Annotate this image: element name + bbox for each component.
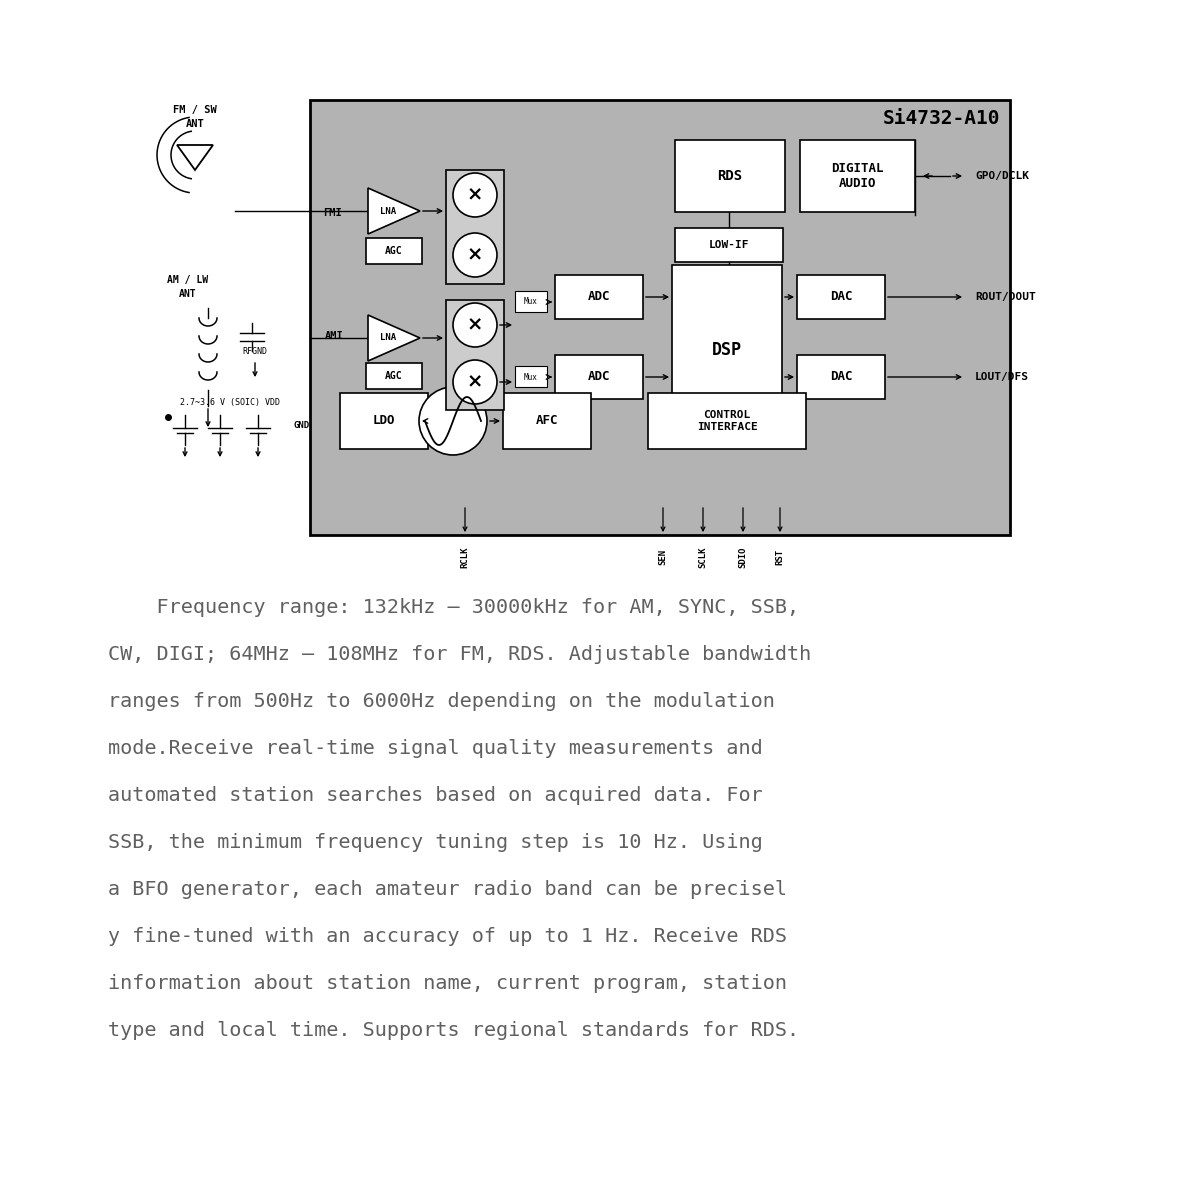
Text: ×: ×: [467, 186, 484, 204]
Polygon shape: [368, 314, 420, 361]
Text: LNA: LNA: [379, 334, 396, 342]
Text: 2.7~3.6 V (SOIC) VDD: 2.7~3.6 V (SOIC) VDD: [180, 398, 280, 408]
Text: AGC: AGC: [385, 371, 403, 382]
Text: Mux: Mux: [524, 372, 538, 382]
Text: RDS: RDS: [718, 169, 743, 182]
Text: ADC: ADC: [588, 371, 611, 384]
Text: ranges from 500Hz to 6000Hz depending on the modulation: ranges from 500Hz to 6000Hz depending on…: [108, 692, 775, 710]
Text: automated station searches based on acquired data. For: automated station searches based on acqu…: [108, 786, 763, 805]
Text: type and local time. Supports regional standards for RDS.: type and local time. Supports regional s…: [108, 1021, 799, 1040]
Text: ANT: ANT: [179, 289, 197, 299]
Bar: [674, 228, 784, 262]
Bar: [648, 392, 806, 449]
Text: LOUT/DFS: LOUT/DFS: [974, 372, 1030, 382]
Text: ×: ×: [467, 246, 484, 264]
Text: ADC: ADC: [588, 290, 611, 304]
Text: CONTROL
INTERFACE: CONTROL INTERFACE: [697, 410, 757, 432]
Text: LDO: LDO: [373, 414, 395, 427]
Text: DAC: DAC: [829, 371, 852, 384]
Text: AFC: AFC: [535, 414, 558, 427]
Bar: [800, 140, 916, 212]
Text: ×: ×: [467, 316, 484, 335]
Bar: [446, 170, 504, 284]
Text: FM / SW: FM / SW: [173, 104, 217, 115]
Text: RST: RST: [775, 548, 785, 565]
Text: AM / LW: AM / LW: [168, 275, 209, 284]
Text: Frequency range: 132kHz – 30000kHz for AM, SYNC, SSB,: Frequency range: 132kHz – 30000kHz for A…: [108, 598, 799, 617]
Bar: [554, 355, 643, 398]
Text: AMI: AMI: [325, 331, 343, 341]
Bar: [672, 265, 782, 434]
Bar: [366, 362, 422, 389]
Text: AGC: AGC: [385, 246, 403, 256]
Bar: [515, 290, 547, 312]
Text: GND: GND: [293, 421, 310, 431]
Text: DSP: DSP: [712, 341, 742, 359]
Text: LNA: LNA: [379, 206, 396, 216]
Text: ×: ×: [467, 372, 484, 391]
Text: CW, DIGI; 64MHz – 108MHz for FM, RDS. Adjustable bandwidth: CW, DIGI; 64MHz – 108MHz for FM, RDS. Ad…: [108, 646, 811, 664]
Bar: [340, 392, 428, 449]
Text: SEN: SEN: [659, 548, 667, 565]
Bar: [446, 300, 504, 410]
Text: RFGND: RFGND: [242, 348, 268, 356]
Bar: [674, 140, 785, 212]
Circle shape: [454, 173, 497, 217]
Text: mode.Receive real-time signal quality measurements and: mode.Receive real-time signal quality me…: [108, 739, 763, 758]
Text: DIGITAL
AUDIO: DIGITAL AUDIO: [832, 162, 883, 190]
Text: y fine-tuned with an accuracy of up to 1 Hz. Receive RDS: y fine-tuned with an accuracy of up to 1…: [108, 926, 787, 946]
Bar: [515, 366, 547, 386]
Text: LOW-IF: LOW-IF: [709, 240, 749, 250]
Text: DAC: DAC: [829, 290, 852, 304]
Circle shape: [454, 360, 497, 404]
Text: SCLK: SCLK: [698, 546, 708, 568]
Text: ROUT/DOUT: ROUT/DOUT: [974, 292, 1036, 302]
Text: a BFO generator, each amateur radio band can be precisel: a BFO generator, each amateur radio band…: [108, 880, 787, 899]
Bar: [503, 392, 592, 449]
Bar: [554, 275, 643, 319]
Bar: [797, 275, 886, 319]
Text: ANT: ANT: [186, 119, 204, 128]
Circle shape: [454, 233, 497, 277]
Polygon shape: [368, 188, 420, 234]
Text: RCLK: RCLK: [461, 546, 469, 568]
Circle shape: [454, 302, 497, 347]
Text: Si4732-A10: Si4732-A10: [882, 108, 1000, 127]
Text: SDIO: SDIO: [738, 546, 748, 568]
Bar: [797, 355, 886, 398]
Circle shape: [419, 386, 487, 455]
Bar: [366, 238, 422, 264]
Text: information about station name, current program, station: information about station name, current …: [108, 974, 787, 994]
Text: SSB, the minimum frequency tuning step is 10 Hz. Using: SSB, the minimum frequency tuning step i…: [108, 833, 763, 852]
Text: Mux: Mux: [524, 298, 538, 306]
Text: FMI: FMI: [324, 208, 342, 218]
Bar: [310, 100, 1010, 535]
Text: GPO/DCLK: GPO/DCLK: [974, 170, 1030, 181]
